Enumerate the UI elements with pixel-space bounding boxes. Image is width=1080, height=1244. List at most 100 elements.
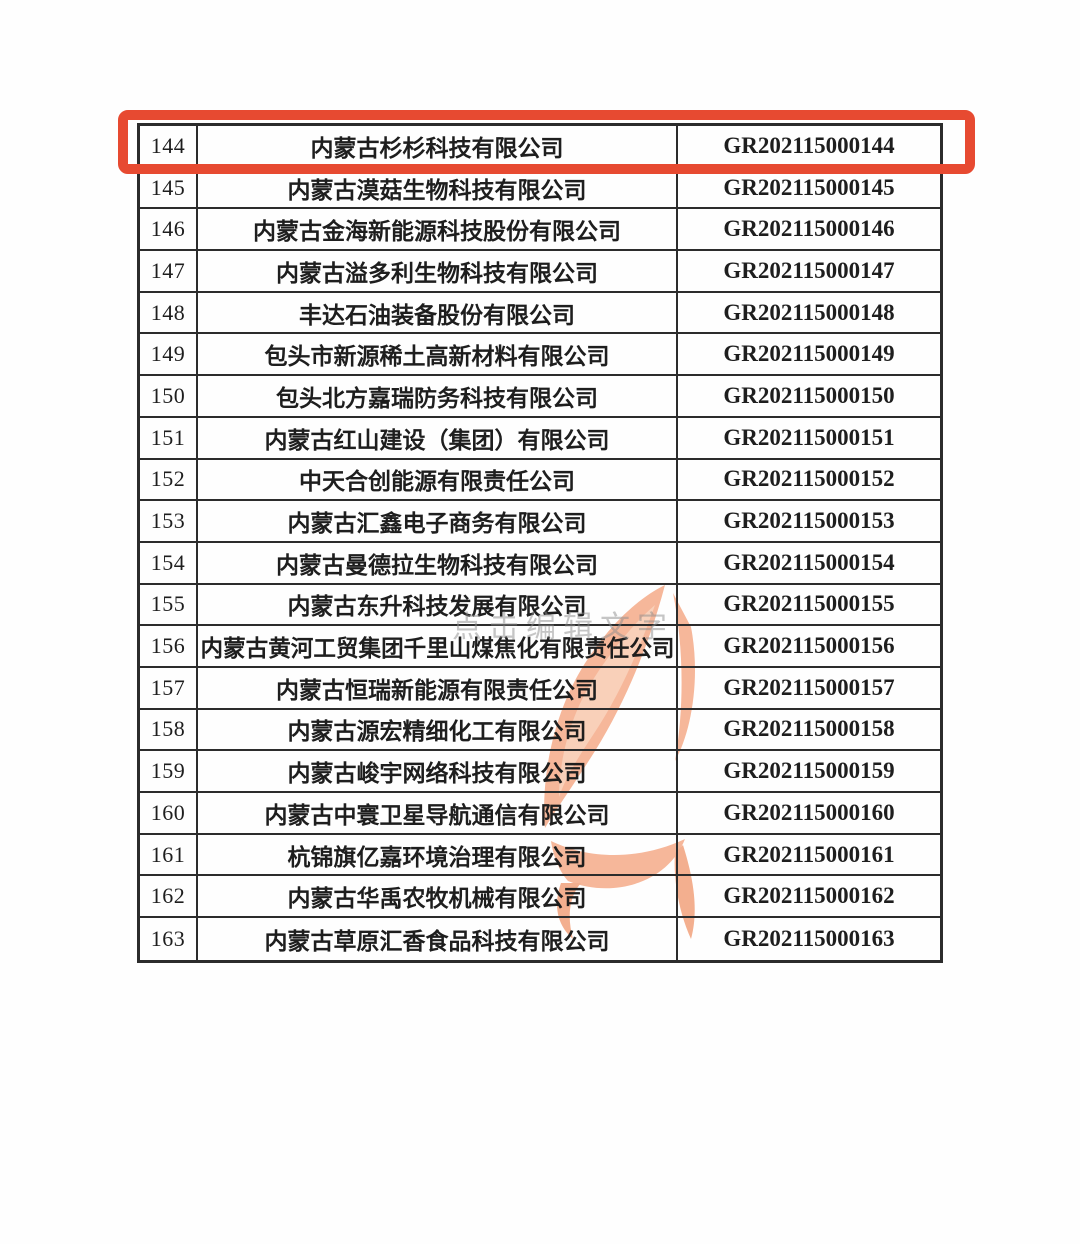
company-name-cell: 内蒙古源宏精细化工有限公司 [198,709,678,750]
company-name: 内蒙古草原汇香食品科技有限公司 [264,928,610,954]
company-name: 内蒙古黄河工贸集团千里山煤焦化有限责任公司 [200,636,674,662]
table-row: 158 内蒙古源宏精细化工有限公司 GR202115000158 [140,709,940,752]
table-row: 152 中天合创能源有限责任公司 GR202115000152 [140,459,940,502]
row-number-cell: 152 [140,459,198,500]
row-number-cell: 151 [140,417,198,458]
company-name: 内蒙古漠菇生物科技有限公司 [287,177,587,203]
company-name: 包头市新源稀土高新材料有限公司 [264,344,610,370]
row-number-cell: 161 [140,834,198,875]
company-name-cell: 丰达石油装备股份有限公司 [198,292,678,333]
gr-code-cell: GR202115000163 [723,925,895,951]
gr-code-cell: GR202115000144 [723,132,895,158]
certificate-table: 144 内蒙古杉杉科技有限公司 GR202115000144 145 内蒙古漠菇… [137,123,943,963]
table-row: 149 包头市新源稀土高新材料有限公司 GR202115000149 [140,334,940,377]
company-name: 内蒙古金海新能源科技股份有限公司 [253,219,621,245]
company-name: 内蒙古恒瑞新能源有限责任公司 [276,677,598,703]
row-number-cell: 153 [140,501,198,541]
gr-code-cell: GR202115000160 [723,799,895,825]
gr-code-cell: GR202115000149 [723,341,895,367]
company-name: 内蒙古峻宇网络科技有限公司 [287,761,587,787]
row-number-cell: 157 [140,667,198,708]
company-name-cell: 内蒙古溢多利生物科技有限公司 [198,251,678,291]
gr-code-cell: GR202115000145 [723,174,895,200]
company-name-cell: 内蒙古草原汇香食品科技有限公司 [198,918,678,960]
company-name: 内蒙古东升科技发展有限公司 [287,594,587,620]
company-name-cell: 包头市新源稀土高新材料有限公司 [198,334,678,375]
gr-code-cell: GR202115000158 [723,716,895,742]
table-row: 150 包头北方嘉瑞防务科技有限公司 GR202115000150 [140,376,940,418]
company-name: 内蒙古杉杉科技有限公司 [310,135,564,161]
row-number-cell: 144 [140,126,198,166]
table-row: 155 内蒙古东升科技发展有限公司 GR202115000155 [140,584,940,627]
row-number-cell: 145 [140,167,198,208]
table-row: 157 内蒙古恒瑞新能源有限责任公司 GR202115000157 [140,667,940,710]
company-name-cell: 中天合创能源有限责任公司 [198,459,678,500]
row-number-cell: 156 [140,626,198,666]
table-row: 161 杭锦旗亿嘉环境治理有限公司 GR202115000161 [140,834,940,877]
company-name-cell: 内蒙古金海新能源科技股份有限公司 [198,209,678,250]
company-name-cell: 内蒙古汇鑫电子商务有限公司 [198,501,678,541]
table-row: 146 内蒙古金海新能源科技股份有限公司 GR202115000146 [140,209,940,252]
gr-code-cell: GR202115000161 [723,841,895,867]
row-number-cell: 147 [140,251,198,291]
table-row: 159 内蒙古峻宇网络科技有限公司 GR202115000159 [140,751,940,793]
gr-code-cell: GR202115000162 [723,883,895,909]
company-name: 内蒙古汇鑫电子商务有限公司 [287,511,587,537]
company-name-cell: 内蒙古恒瑞新能源有限责任公司 [198,667,678,708]
table-row: 162 内蒙古华禹农牧机械有限公司 GR202115000162 [140,876,940,919]
company-name-cell: 内蒙古黄河工贸集团千里山煤焦化有限责任公司 [198,626,678,666]
gr-code-cell: GR202115000154 [723,549,895,575]
row-number-cell: 155 [140,584,198,625]
company-name-cell: 内蒙古东升科技发展有限公司 [198,584,678,625]
row-number-cell: 150 [140,376,198,416]
company-name-cell: 内蒙古杉杉科技有限公司 [198,126,678,166]
row-number-cell: 146 [140,209,198,250]
company-name: 内蒙古红山建设（集团）有限公司 [264,427,610,453]
table-row: 160 内蒙古中寰卫星导航通信有限公司 GR202115000160 [140,793,940,835]
company-name-cell: 内蒙古华禹农牧机械有限公司 [198,876,678,917]
table-row: 148 丰达石油装备股份有限公司 GR202115000148 [140,292,940,335]
table-row: 147 内蒙古溢多利生物科技有限公司 GR202115000147 [140,251,940,293]
gr-code-cell: GR202115000155 [723,591,895,617]
company-name-cell: 内蒙古红山建设（集团）有限公司 [198,417,678,458]
company-name: 中天合创能源有限责任公司 [299,469,575,495]
company-name: 内蒙古源宏精细化工有限公司 [287,719,587,745]
gr-code-cell: GR202115000150 [723,382,895,408]
company-name: 内蒙古华禹农牧机械有限公司 [287,886,587,912]
table-row: 163 内蒙古草原汇香食品科技有限公司 GR202115000163 [140,918,940,960]
gr-code-cell: GR202115000152 [723,466,895,492]
gr-code-cell: GR202115000157 [723,674,895,700]
company-name-cell: 包头北方嘉瑞防务科技有限公司 [198,376,678,416]
gr-code-cell: GR202115000146 [723,216,895,242]
row-number-cell: 158 [140,709,198,750]
row-number-cell: 148 [140,292,198,333]
company-name: 内蒙古溢多利生物科技有限公司 [276,260,598,286]
company-name: 杭锦旗亿嘉环境治理有限公司 [287,844,587,870]
table-row: 154 内蒙古曼德拉生物科技有限公司 GR202115000154 [140,542,940,585]
gr-code-cell: GR202115000159 [723,758,895,784]
row-number-cell: 160 [140,793,198,833]
gr-code-cell: GR202115000148 [723,299,895,325]
company-name-cell: 内蒙古曼德拉生物科技有限公司 [198,542,678,583]
company-name-cell: 杭锦旗亿嘉环境治理有限公司 [198,834,678,875]
row-number-cell: 163 [140,918,198,960]
row-number-cell: 149 [140,334,198,375]
table-row: 156 内蒙古黄河工贸集团千里山煤焦化有限责任公司 GR202115000156 [140,626,940,668]
gr-code-cell: GR202115000147 [723,257,895,283]
company-name-cell: 内蒙古峻宇网络科技有限公司 [198,751,678,791]
edit-watermark-text: 点击编辑文字 [452,611,674,644]
gr-code-cell: GR202115000156 [723,633,895,659]
company-name: 内蒙古中寰卫星导航通信有限公司 [264,802,610,828]
company-name-cell: 内蒙古漠菇生物科技有限公司 [198,167,678,208]
company-name-cell: 内蒙古中寰卫星导航通信有限公司 [198,793,678,833]
row-number-cell: 154 [140,542,198,583]
company-name: 内蒙古曼德拉生物科技有限公司 [276,552,598,578]
table-row: 145 内蒙古漠菇生物科技有限公司 GR202115000145 [140,167,940,210]
gr-code-cell: GR202115000153 [723,508,895,534]
table-row: 151 内蒙古红山建设（集团）有限公司 GR202115000151 [140,417,940,460]
company-name: 包头北方嘉瑞防务科技有限公司 [276,385,598,411]
row-number-cell: 162 [140,876,198,917]
table-row: 153 内蒙古汇鑫电子商务有限公司 GR202115000153 [140,501,940,543]
gr-code-cell: GR202115000151 [723,424,895,450]
red-highlight-box [118,110,975,174]
